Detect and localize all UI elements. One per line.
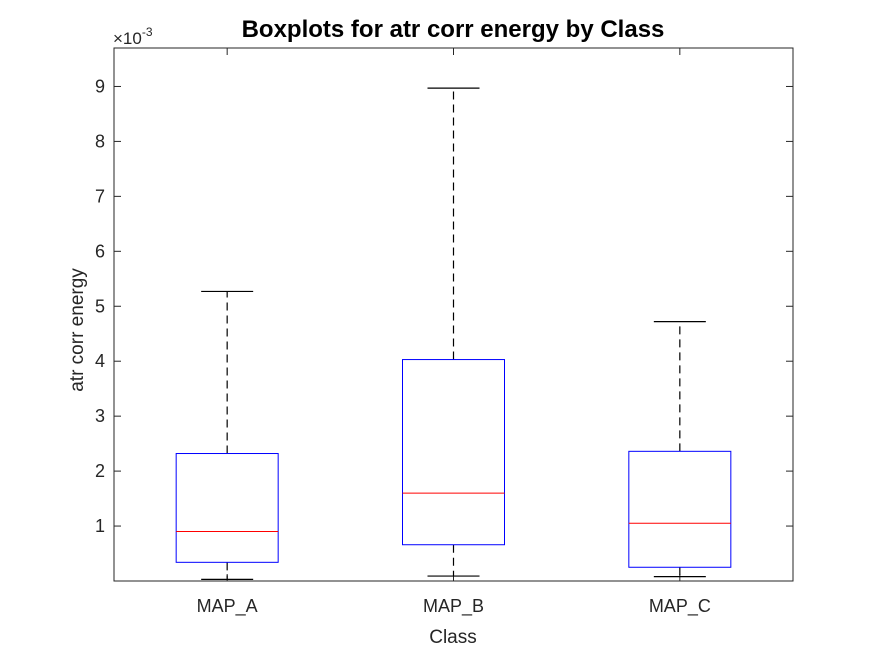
y-tick-label: 1 [95,516,105,536]
y-tick-label: 8 [95,131,105,151]
y-tick-label: 2 [95,461,105,481]
box-map-c [628,450,732,568]
plot-area: 1 2 3 4 5 6 7 8 9 MAP_A MAP_B MAP_C [95,47,794,617]
y-tick-label: 3 [95,406,105,426]
x-tick-label: MAP_A [197,596,258,617]
y-tick-label: 4 [95,351,105,371]
y-exponent-power: -3 [142,25,153,39]
y-tick-label: 7 [95,186,105,206]
y-tick-label: 9 [95,76,105,96]
y-tick-label: 6 [95,241,105,261]
box-map-a [175,453,279,563]
y-exponent-base: ×10 [113,29,142,48]
y-axis-label: atr corr energy [67,268,88,392]
y-tick-label: 5 [95,296,105,316]
y-exponent-label: ×10-3 [113,25,153,48]
x-axis-label: Class [429,627,477,648]
x-tick-label: MAP_C [649,596,711,617]
chart-title: Boxplots for atr corr energy by Class [242,16,665,43]
box-map-b [402,359,505,546]
x-tick-label: MAP_B [423,596,484,617]
